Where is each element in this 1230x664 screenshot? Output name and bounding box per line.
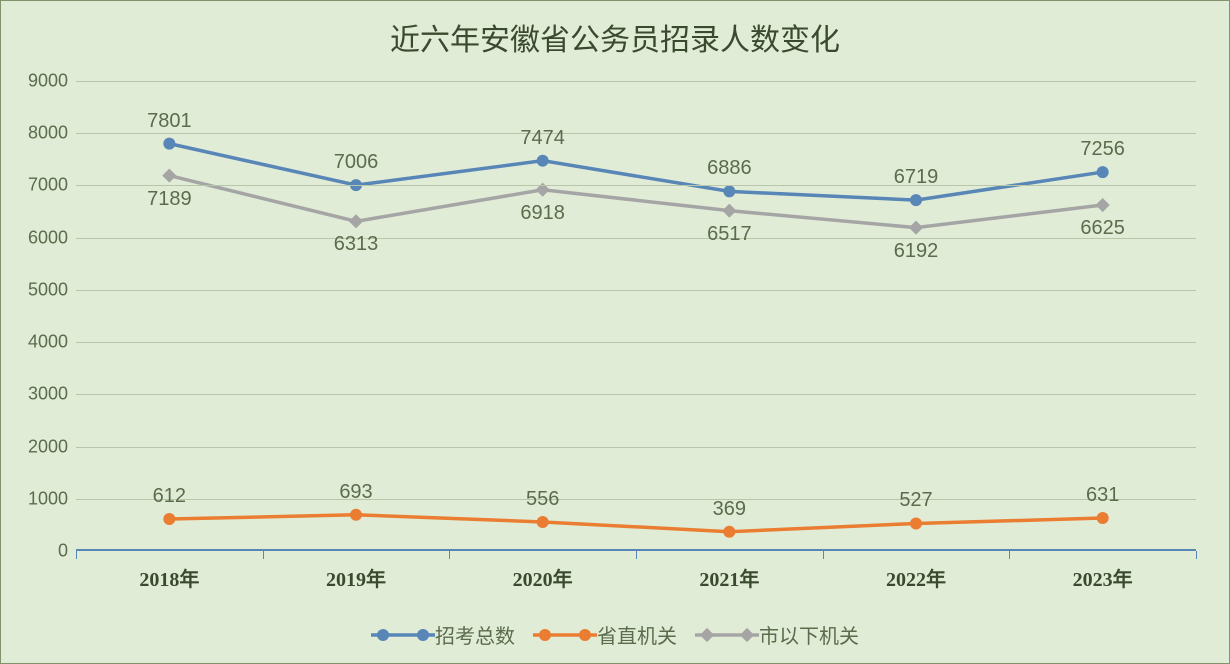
x-axis-tick (636, 551, 637, 559)
y-axis-tick-label: 0 (58, 541, 68, 562)
series-marker-total (163, 138, 175, 150)
x-axis-label: 2018年 (139, 563, 199, 592)
x-axis-tick (1196, 551, 1197, 559)
data-label-total: 7006 (334, 151, 379, 174)
series-marker-municipal (722, 204, 736, 218)
legend: 招考总数 省直机关 市以下机关 (371, 620, 859, 649)
y-axis-tick-label: 2000 (28, 436, 68, 457)
x-axis-tick (449, 551, 450, 559)
data-label-municipal: 6192 (894, 240, 939, 263)
data-label-municipal: 6918 (520, 202, 565, 225)
data-label-provincial: 631 (1086, 484, 1119, 507)
data-label-total: 7801 (147, 110, 192, 133)
legend-item-total: 招考总数 (371, 620, 515, 649)
series-marker-provincial (723, 526, 735, 538)
x-axis-tick (1009, 551, 1010, 559)
y-axis-tick-label: 4000 (28, 332, 68, 353)
series-marker-provincial (537, 516, 549, 528)
series-line-provincial (169, 515, 1102, 532)
legend-swatch-municipal (695, 626, 759, 644)
x-axis-label: 2019年 (326, 563, 386, 592)
series-marker-total (1097, 166, 1109, 178)
gridline (76, 133, 1196, 134)
data-label-municipal: 6313 (334, 233, 379, 256)
gridline (76, 238, 1196, 239)
chart-lines-svg (76, 81, 1196, 551)
y-axis-tick-label: 9000 (28, 71, 68, 92)
x-axis-tick (263, 551, 264, 559)
series-line-total (169, 144, 1102, 201)
data-label-provincial: 612 (153, 485, 186, 508)
legend-item-provincial: 省直机关 (533, 620, 677, 649)
data-label-total: 6886 (707, 157, 752, 180)
x-axis-label: 2020年 (513, 563, 573, 592)
data-label-provincial: 693 (339, 481, 372, 504)
x-axis-label: 2021年 (699, 563, 759, 592)
x-axis-label: 2023年 (1073, 563, 1133, 592)
chart-container: 近六年安徽省公务员招录人数变化 010002000300040005000600… (0, 0, 1230, 664)
gridline (76, 342, 1196, 343)
legend-swatch-provincial (533, 626, 597, 644)
series-marker-provincial (350, 509, 362, 521)
data-label-municipal: 6517 (707, 223, 752, 246)
data-label-total: 7256 (1080, 138, 1125, 161)
series-line-municipal (169, 176, 1102, 228)
x-axis-label: 2022年 (886, 563, 946, 592)
gridline (76, 499, 1196, 500)
series-marker-total (723, 185, 735, 197)
legend-label-total: 招考总数 (435, 620, 515, 649)
series-marker-total (537, 155, 549, 167)
gridline (76, 185, 1196, 186)
legend-label-municipal: 市以下机关 (759, 620, 859, 649)
series-marker-provincial (910, 517, 922, 529)
y-axis-tick-label: 1000 (28, 488, 68, 509)
y-axis-tick-label: 3000 (28, 384, 68, 405)
series-marker-provincial (163, 513, 175, 525)
data-label-provincial: 369 (713, 498, 746, 521)
y-axis-tick-label: 8000 (28, 123, 68, 144)
y-axis-tick-label: 6000 (28, 227, 68, 248)
data-label-municipal: 6625 (1080, 217, 1125, 240)
data-label-provincial: 527 (899, 489, 932, 512)
data-label-total: 7474 (520, 127, 565, 150)
series-marker-municipal (1096, 198, 1110, 212)
gridline (76, 394, 1196, 395)
series-marker-municipal (162, 169, 176, 183)
legend-label-provincial: 省直机关 (597, 620, 677, 649)
legend-item-municipal: 市以下机关 (695, 620, 859, 649)
series-marker-total (910, 194, 922, 206)
gridline (76, 290, 1196, 291)
plot-area: 0100020003000400050006000700080009000201… (76, 81, 1196, 551)
series-marker-municipal (909, 221, 923, 235)
chart-title: 近六年安徽省公务员招录人数变化 (1, 1, 1229, 59)
data-label-provincial: 556 (526, 488, 559, 511)
y-axis-tick-label: 7000 (28, 175, 68, 196)
x-axis-tick (823, 551, 824, 559)
y-axis-tick-label: 5000 (28, 279, 68, 300)
x-axis-tick (76, 551, 77, 559)
data-label-municipal: 7189 (147, 188, 192, 211)
legend-swatch-total (371, 626, 435, 644)
gridline (76, 81, 1196, 82)
gridline (76, 447, 1196, 448)
series-marker-provincial (1097, 512, 1109, 524)
series-marker-municipal (349, 214, 363, 228)
data-label-total: 6719 (894, 166, 939, 189)
